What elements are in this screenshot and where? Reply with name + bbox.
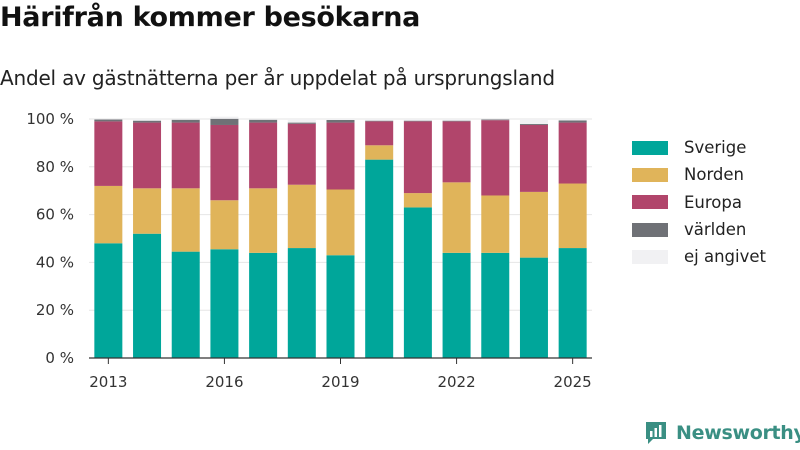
bar-segment-norden	[287, 184, 316, 249]
legend-label: världen	[684, 220, 747, 240]
bar-segment-norden	[171, 188, 200, 252]
legend-swatch	[632, 222, 668, 237]
bar-segment-europa	[442, 121, 471, 183]
legend-item: Europa	[632, 189, 766, 216]
bar-segment-sverige	[442, 252, 471, 358]
legend-swatch	[632, 249, 668, 264]
bar-segment-ej-angivet	[326, 119, 355, 120]
bar-segment-sverige	[326, 255, 355, 358]
bar-segment-världen	[519, 124, 548, 125]
bar-segment-norden	[210, 200, 239, 250]
bar-segment-ej-angivet	[287, 119, 316, 123]
bar-segment-världen	[326, 119, 355, 123]
bar-segment-sverige	[365, 159, 394, 358]
x-tick-label: 2016	[205, 373, 243, 391]
bar-segment-norden	[365, 145, 394, 160]
chart-title: Härifrån kommer besökarna	[0, 2, 421, 33]
chart-legend: Sverige Norden Europa världen ej angivet	[632, 134, 766, 270]
bar-segment-europa	[403, 121, 432, 194]
legend-label: Europa	[684, 192, 742, 212]
bar-segment-norden	[481, 195, 510, 253]
bar-segment-norden	[403, 193, 432, 208]
bar-segment-europa	[519, 124, 548, 192]
bar-segment-norden	[326, 189, 355, 256]
bar-segment-sverige	[287, 248, 316, 358]
bar-segment-sverige	[94, 243, 123, 358]
bar-segment-världen	[365, 120, 394, 122]
brand-logo: Newsworthy	[644, 420, 800, 446]
brand-name: Newsworthy	[676, 422, 800, 444]
bar-segment-europa	[326, 122, 355, 190]
y-tick-label: 60 %	[36, 206, 74, 224]
bar-segment-ej-angivet	[365, 119, 394, 121]
bar-segment-sverige	[249, 252, 278, 358]
bar-segment-världen	[287, 122, 316, 124]
bar-segment-världen	[558, 120, 587, 123]
bar-segment-ej-angivet	[210, 116, 239, 119]
legend-label: Norden	[684, 165, 745, 185]
bar-segment-världen	[249, 119, 278, 123]
legend-swatch	[632, 195, 668, 210]
bar-segment-norden	[519, 191, 548, 258]
bar-segment-världen	[171, 119, 200, 123]
bar-segment-världen	[210, 118, 239, 125]
bar-segment-europa	[249, 122, 278, 189]
bar-segment-världen	[403, 120, 432, 122]
bar-segment-ej-angivet	[403, 119, 432, 121]
bar-segment-sverige	[558, 248, 587, 358]
bar-segment-norden	[442, 182, 471, 253]
bar-segment-ej-angivet	[558, 119, 587, 121]
bar-segment-sverige	[519, 257, 548, 358]
x-tick-label: 2022	[437, 373, 475, 391]
x-tick-label: 2013	[89, 373, 127, 391]
bar-segment-sverige	[481, 252, 510, 358]
y-tick-label: 20 %	[36, 301, 74, 319]
legend-item: världen	[632, 216, 766, 243]
y-tick-label: 100 %	[26, 110, 74, 128]
bar-segment-europa	[481, 120, 510, 196]
bar-segment-världen	[94, 119, 123, 122]
bar-segment-europa	[287, 123, 316, 185]
bar-segment-ej-angivet	[442, 119, 471, 121]
x-tick-label: 2019	[321, 373, 359, 391]
chart-subtitle: Andel av gästnätterna per år uppdelat på…	[0, 66, 555, 90]
bar-segment-världen	[442, 120, 471, 122]
bar-segment-världen	[133, 120, 162, 123]
legend-item: Sverige	[632, 134, 766, 161]
bar-segment-europa	[171, 122, 200, 189]
bar-segment-europa	[210, 124, 239, 201]
y-tick-label: 80 %	[36, 158, 74, 176]
newsworthy-logo-icon	[646, 422, 666, 444]
bar-segment-norden	[558, 183, 587, 249]
bar-segment-världen	[481, 119, 510, 121]
bar-segment-europa	[133, 122, 162, 189]
legend-swatch	[632, 140, 668, 155]
bar-segment-sverige	[171, 251, 200, 358]
x-tick-label: 2025	[554, 373, 592, 391]
bar-segment-europa	[94, 121, 123, 186]
bar-segment-ej-angivet	[249, 119, 278, 120]
bar-segment-europa	[558, 122, 587, 184]
bar-segment-sverige	[403, 207, 432, 358]
bar-segment-ej-angivet	[171, 119, 200, 120]
legend-item: Norden	[632, 161, 766, 188]
y-tick-label: 0 %	[45, 349, 74, 367]
y-tick-label: 40 %	[36, 253, 74, 271]
bar-segment-europa	[365, 121, 394, 146]
legend-label: ej angivet	[684, 247, 766, 267]
legend-item: ej angivet	[632, 243, 766, 270]
bar-segment-sverige	[210, 249, 239, 358]
legend-swatch	[632, 167, 668, 182]
bar-segment-norden	[249, 188, 278, 253]
bar-segment-ej-angivet	[133, 119, 162, 121]
bar-segment-sverige	[133, 233, 162, 358]
legend-label: Sverige	[684, 138, 747, 158]
bar-segment-ej-angivet	[519, 119, 548, 125]
bar-segment-norden	[94, 185, 123, 244]
bar-segment-norden	[133, 188, 162, 234]
